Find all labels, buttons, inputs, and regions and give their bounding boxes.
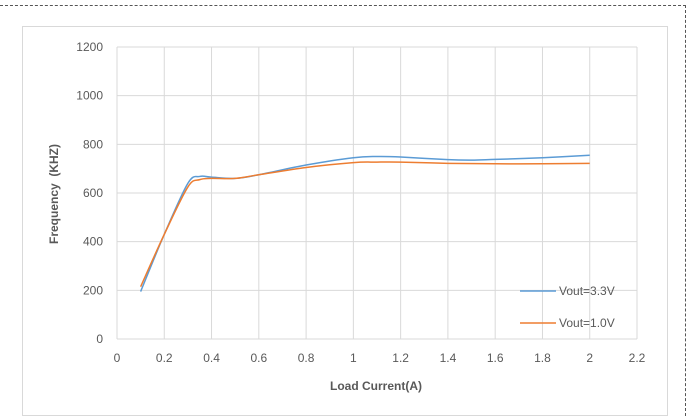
x-tick-label: 0 [114,351,121,365]
x-tick-label: 0.6 [250,351,267,365]
series-lines [139,154,590,292]
x-tick-label: 0.2 [156,351,173,365]
x-tick-label: 0.8 [298,351,315,365]
y-tick-label: 200 [83,283,103,297]
dashed-border-top [0,5,686,6]
x-axis-label: Load Current(A) [330,379,422,393]
axes: 0 0.2 0.4 0.6 0.8 1 1.2 1.4 1.6 1.8 2 2.2 0 200 400 600… [76,40,645,365]
y-tick-label: 1200 [76,40,103,54]
x-tick-label: 2.2 [629,351,646,365]
y-tick-label: 1000 [76,89,103,103]
series-line [139,161,590,287]
x-tick-label: 1.2 [392,351,409,365]
y-tick-label: 600 [83,186,103,200]
legend-label: Vout=1.0V [559,316,615,330]
x-tick-label: 0.4 [203,351,220,365]
gridlines [116,46,638,340]
x-tick-label: 1 [350,351,357,365]
y-tick-label: 800 [83,137,103,151]
chart-area [22,26,668,416]
x-tick-label: 2 [586,351,593,365]
x-tick-label: 1.8 [534,351,551,365]
y-axis-label: Frequency (KHZ) [47,144,61,244]
x-tick-label: 1.4 [440,351,457,365]
x-tick-label: 1.6 [487,351,504,365]
y-tick-label: 400 [83,235,103,249]
dashed-border-right [685,5,686,416]
series-line [139,154,590,292]
legend-label: Vout=3.3V [559,284,615,298]
y-tick-label: 0 [96,332,103,346]
legend: Vout=3.3V Vout=1.0V [520,284,615,330]
